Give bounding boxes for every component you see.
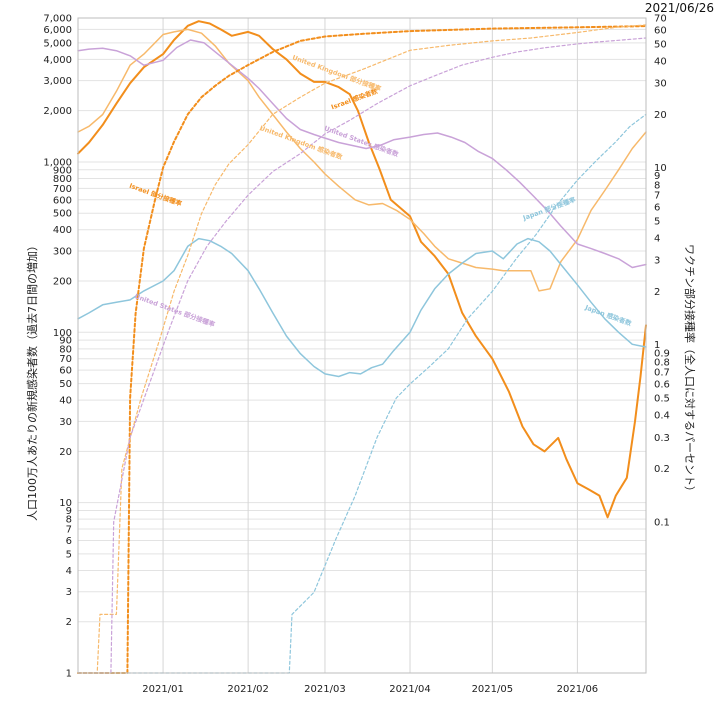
y-left-tick-label: 7 (66, 525, 72, 536)
y-left-tick-label: 4,000 (43, 55, 72, 66)
plot-frame (77, 17, 647, 674)
y-left-tick-label: 8 (66, 515, 72, 526)
y-right-tick-label: 9 (654, 171, 660, 182)
y-left-tick-label: 700 (53, 184, 72, 195)
series-israel-cases (77, 20, 647, 519)
y-right-tick-label: 3 (654, 256, 660, 267)
y-right-tick-label: 0.3 (654, 433, 670, 444)
y-left-tick-label: 100 (53, 328, 72, 339)
y-left-tick-label: 2 (66, 617, 72, 628)
y-left-tick-label: 70 (59, 354, 72, 365)
y-right-tick-label: 0.5 (654, 394, 670, 405)
y-left-tick-label: 90 (59, 336, 72, 347)
y-right-tick-label: 0.4 (654, 411, 670, 422)
x-tick-label: 2021/04 (389, 684, 431, 695)
y-left-tick-label: 400 (53, 225, 72, 236)
y-left-tick-label: 80 (59, 344, 72, 355)
series-lines (77, 20, 647, 674)
series-united-states-cases (77, 39, 647, 269)
y-left-tick-label: 6 (66, 536, 72, 547)
series-japan-cases (77, 237, 647, 378)
annotation-israel-vaccination: Israel 部分接種率 (128, 181, 183, 209)
y-left-tick-label: 3 (66, 587, 72, 598)
y-right-tick-label: 50 (654, 39, 667, 50)
y-left-tick-label: 600 (53, 195, 72, 206)
y-left-tick-label: 1,000 (43, 157, 72, 168)
y-right-tick-label: 0.2 (654, 464, 670, 475)
x-tick-label: 2021/06 (557, 684, 599, 695)
y-left-tick-label: 2,000 (43, 106, 72, 117)
y-left-tick-label: 500 (53, 209, 72, 220)
y-right-tick-label: 70 (654, 14, 667, 25)
annotation-japan-vaccination: Japan 部分接種率 (521, 195, 577, 223)
y-right-tick-label: 7 (654, 191, 660, 202)
y-left-tick-label: 30 (59, 417, 72, 428)
y-right-tick-label: 10 (654, 163, 667, 174)
date-label: 2021/06/26 (644, 1, 714, 15)
y-left-tick-label: 5,000 (43, 38, 72, 49)
y-right-tick-label: 0.6 (654, 380, 670, 391)
y-right-tick-label: 30 (654, 79, 667, 90)
x-tick-label: 2021/01 (142, 684, 184, 695)
series-israel-vaccination (77, 25, 647, 674)
y-left-tick-label: 300 (53, 247, 72, 258)
y-left-tick-label: 900 (53, 165, 72, 176)
y-left-tick-label: 6,000 (43, 25, 72, 36)
y-right-tick-label: 0.1 (654, 517, 670, 528)
y-left-tick-label: 5 (66, 549, 72, 560)
y-right-tick-label: 8 (654, 180, 660, 191)
y-right-tick-label: 0.8 (654, 357, 670, 368)
y-right-tick-label: 0.9 (654, 348, 670, 359)
series-united-kingdom-vaccination (77, 24, 647, 674)
y-left-tick-label: 20 (59, 447, 72, 458)
y-right-tick-label: 20 (654, 110, 667, 121)
annotation-japan-cases: Japan 感染者数 (583, 302, 633, 328)
y-axis-left-title: 人口100万人あたりの新規感染者数（過去7日間の増加） (25, 240, 39, 521)
y-right-tick-label: 0.7 (654, 368, 670, 379)
gridlines (78, 17, 646, 674)
y-left-tick-label: 1 (66, 669, 72, 680)
axes: 1234567891020304050607080901002003004005… (25, 14, 697, 696)
series-japan-vaccination (77, 113, 647, 674)
y-left-tick-label: 800 (53, 174, 72, 185)
x-tick-label: 2021/03 (304, 684, 346, 695)
series-united-kingdom-cases (77, 28, 647, 292)
y-left-tick-label: 200 (53, 277, 72, 288)
y-left-tick-label: 4 (66, 566, 72, 577)
y-left-tick-label: 7,000 (43, 14, 72, 25)
y-right-tick-label: 6 (654, 202, 660, 213)
series-united-states-vaccination (77, 37, 647, 674)
y-left-tick-label: 10 (59, 498, 72, 509)
y-right-tick-label: 5 (654, 216, 660, 227)
y-left-tick-label: 60 (59, 366, 72, 377)
y-axis-right-title: ワクチン部分接種率（全人口に対するパーセント） (683, 244, 697, 497)
y-left-tick-label: 40 (59, 396, 72, 407)
x-tick-label: 2021/05 (472, 684, 514, 695)
y-left-tick-label: 3,000 (43, 76, 72, 87)
y-right-tick-label: 40 (654, 57, 667, 68)
x-tick-label: 2021/02 (227, 684, 269, 695)
y-right-tick-label: 2 (654, 287, 660, 298)
y-right-tick-label: 4 (654, 234, 660, 245)
y-right-tick-label: 1 (654, 340, 660, 351)
y-left-tick-label: 9 (66, 506, 72, 517)
y-right-tick-label: 60 (654, 25, 667, 36)
annotation-united-states-vaccination: United States 部分接種率 (133, 291, 216, 329)
y-left-tick-label: 50 (59, 379, 72, 390)
